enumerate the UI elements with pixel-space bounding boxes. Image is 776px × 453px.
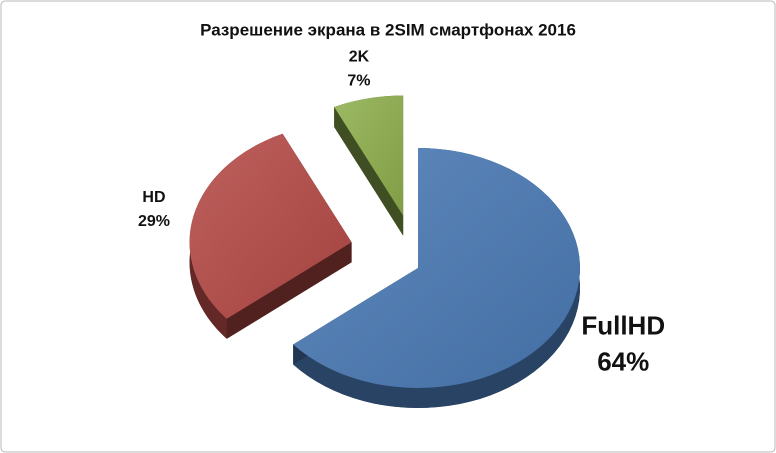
slice-category-label: FullHD bbox=[581, 311, 665, 341]
pie-slice bbox=[189, 133, 352, 319]
slice-value-label: 7% bbox=[347, 72, 370, 89]
slice-value-label: 29% bbox=[138, 213, 170, 230]
slice-category-label: 2K bbox=[349, 48, 370, 65]
slice-value-label: 64% bbox=[597, 347, 649, 377]
slice-side bbox=[226, 242, 352, 339]
slice-side bbox=[293, 148, 580, 408]
slice-side bbox=[334, 106, 404, 236]
chart-title: Разрешение экрана в 2SIM смартфонах 2016 bbox=[200, 20, 576, 39]
pie-slice bbox=[293, 148, 580, 388]
slice-category-label: HD bbox=[142, 189, 165, 206]
pie-slice bbox=[334, 95, 404, 216]
